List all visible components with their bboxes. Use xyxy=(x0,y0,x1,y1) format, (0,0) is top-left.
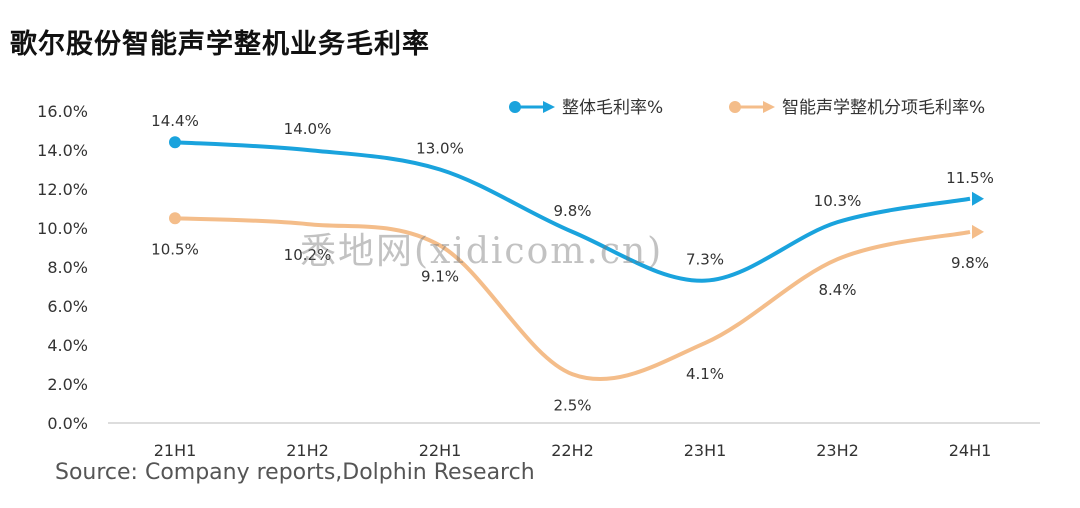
data-label: 9.8% xyxy=(951,254,989,272)
watermark: 悉地网(xidicom.cn) xyxy=(300,231,664,272)
data-label: 10.3% xyxy=(814,192,862,210)
x-tick-label: 22H1 xyxy=(419,441,462,460)
x-tick-label: 21H2 xyxy=(286,441,329,460)
y-tick-label: 16.0% xyxy=(37,102,88,121)
y-tick-label: 4.0% xyxy=(47,336,88,355)
y-tick-label: 8.0% xyxy=(47,258,88,277)
data-label: 9.1% xyxy=(421,268,459,286)
y-tick-label: 0.0% xyxy=(47,414,88,433)
legend-label: 整体毛利率% xyxy=(562,98,663,118)
x-tick-label: 21H1 xyxy=(154,441,197,460)
series-line-1 xyxy=(174,216,971,382)
data-label: 14.0% xyxy=(284,120,332,138)
y-tick-label: 2.0% xyxy=(47,375,88,394)
y-tick-label: 10.0% xyxy=(37,219,88,238)
source-note: Source: Company reports,Dolphin Research xyxy=(55,460,535,485)
x-tick-label: 22H2 xyxy=(551,441,594,460)
x-tick-label: 24H1 xyxy=(949,441,992,460)
series-start-marker xyxy=(169,136,181,149)
series-arrow-icon xyxy=(972,224,984,239)
chart-title: 歌尔股份智能声学整机业务毛利率 xyxy=(10,29,430,60)
y-tick-label: 12.0% xyxy=(37,180,88,199)
series-line-0 xyxy=(174,140,971,283)
data-label: 4.1% xyxy=(686,365,724,383)
data-label: 13.0% xyxy=(416,140,464,158)
legend-arrow-icon xyxy=(543,101,555,113)
series-start-marker xyxy=(169,212,181,225)
data-label: 8.4% xyxy=(818,281,856,299)
data-label: 10.2% xyxy=(284,246,332,264)
data-label: 7.3% xyxy=(686,251,724,269)
data-label: 10.5% xyxy=(151,240,199,258)
x-tick-label: 23H2 xyxy=(816,441,859,460)
series-arrow-icon xyxy=(972,191,984,206)
legend-label: 智能声学整机分项毛利率% xyxy=(782,98,985,118)
data-label: 11.5% xyxy=(946,169,994,187)
y-tick-label: 14.0% xyxy=(37,141,88,160)
x-tick-label: 23H1 xyxy=(684,441,727,460)
y-tick-label: 6.0% xyxy=(47,297,88,316)
legend-arrow-icon xyxy=(763,101,775,113)
data-label: 14.4% xyxy=(151,112,199,130)
data-label: 9.8% xyxy=(553,202,591,220)
data-label: 2.5% xyxy=(553,396,591,414)
